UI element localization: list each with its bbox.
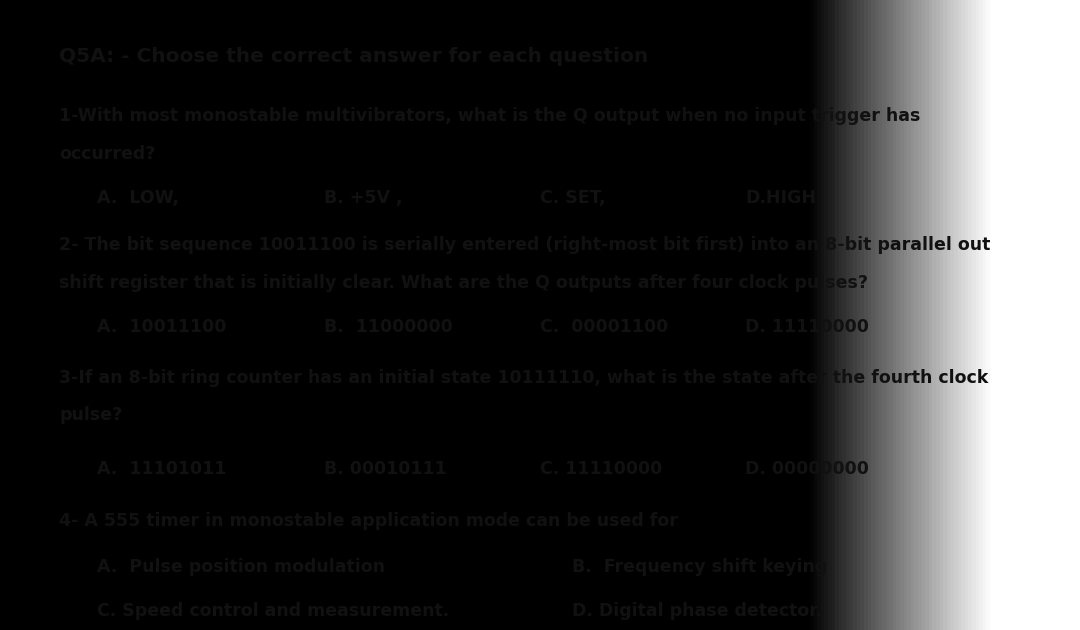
Text: 4- A 555 timer in monostable application mode can be used for: 4- A 555 timer in monostable application… (59, 512, 678, 530)
Text: B. 00010111: B. 00010111 (324, 460, 447, 478)
Text: D. Digital phase detector.: D. Digital phase detector. (572, 602, 822, 620)
Text: occurred?: occurred? (59, 145, 156, 163)
Text: C. SET,: C. SET, (540, 189, 606, 207)
Text: shift register that is initially clear. What are the Q outputs after four clock : shift register that is initially clear. … (59, 274, 868, 292)
Text: B.  11000000: B. 11000000 (324, 318, 453, 336)
Text: A.  Pulse position modulation: A. Pulse position modulation (97, 558, 386, 576)
Text: C. Speed control and measurement.: C. Speed control and measurement. (97, 602, 449, 620)
Text: C.  00001100: C. 00001100 (540, 318, 669, 336)
Text: B. +5V ,: B. +5V , (324, 189, 403, 207)
Text: A.  LOW,: A. LOW, (97, 189, 179, 207)
Text: 1-With most monostable multivibrators, what is the Q output when no input trigge: 1-With most monostable multivibrators, w… (59, 107, 921, 125)
Text: D. 11110000: D. 11110000 (745, 318, 869, 336)
Text: 3-If an 8-bit ring counter has an initial state 10111110, what is the state afte: 3-If an 8-bit ring counter has an initia… (59, 369, 988, 387)
Text: A.  11101011: A. 11101011 (97, 460, 227, 478)
Text: B.  Frequency shift keying: B. Frequency shift keying (572, 558, 827, 576)
Text: 2- The bit sequence 10011100 is serially entered (right-most bit first) into an : 2- The bit sequence 10011100 is serially… (59, 236, 990, 255)
Text: Q5A: - Choose the correct answer for each question: Q5A: - Choose the correct answer for eac… (59, 47, 649, 66)
Text: C. 11110000: C. 11110000 (540, 460, 662, 478)
Text: pulse?: pulse? (59, 406, 123, 425)
Text: D. 00000000: D. 00000000 (745, 460, 869, 478)
Text: D.HIGH: D.HIGH (745, 189, 816, 207)
Text: A.  10011100: A. 10011100 (97, 318, 227, 336)
